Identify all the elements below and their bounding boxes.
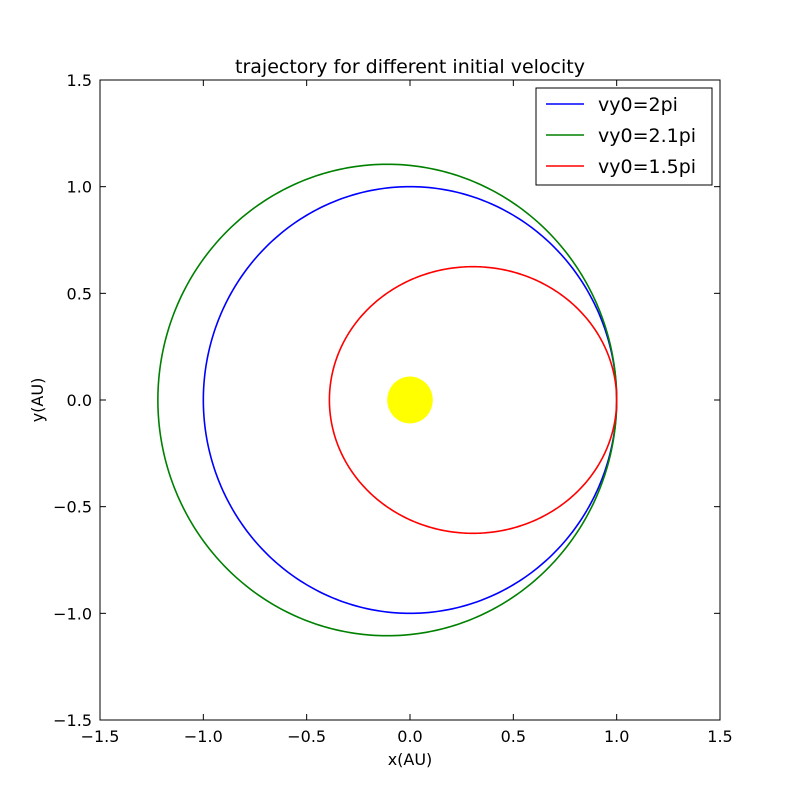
x-tick-label: 0.5 xyxy=(501,727,526,746)
x-tick-label: −1.5 xyxy=(81,727,120,746)
y-tick-label: 0.5 xyxy=(67,284,92,303)
y-tick-label: −0.5 xyxy=(53,498,92,517)
legend: vy0=2pi vy0=2.1pi vy0=1.5pi xyxy=(535,87,713,186)
y-tick-label: 1.0 xyxy=(67,178,92,197)
ticks: −1.5 −1.0 −0.5 0.0 0.5 1.0 1.5 −1.5 −1.0 −0.5 0.0 0… xyxy=(53,71,733,746)
x-axis-label: x(AU) xyxy=(388,750,433,769)
y-axis-label: y(AU) xyxy=(28,378,47,423)
sun-marker xyxy=(387,376,433,424)
x-tick-label: 0.0 xyxy=(397,727,422,746)
series-line-1 xyxy=(202,185,618,615)
x-tick-label: −0.5 xyxy=(287,727,326,746)
legend-label-2: vy0=2.1pi xyxy=(598,125,696,147)
series-line-2 xyxy=(157,163,618,637)
y-tick-label: −1.0 xyxy=(53,604,92,623)
y-tick-label: −1.5 xyxy=(53,711,92,730)
plot-area xyxy=(157,163,618,637)
y-tick-label: 1.5 xyxy=(67,71,92,90)
chart-title: trajectory for different initial velocit… xyxy=(235,56,585,78)
legend-label-3: vy0=1.5pi xyxy=(598,156,696,178)
series-line-3 xyxy=(328,265,618,535)
legend-label-1: vy0=2pi xyxy=(598,94,678,116)
x-tick-label: −1.0 xyxy=(184,727,223,746)
y-tick-label: 0.0 xyxy=(67,391,92,410)
x-tick-label: 1.5 xyxy=(707,727,732,746)
x-tick-label: 1.0 xyxy=(604,727,629,746)
